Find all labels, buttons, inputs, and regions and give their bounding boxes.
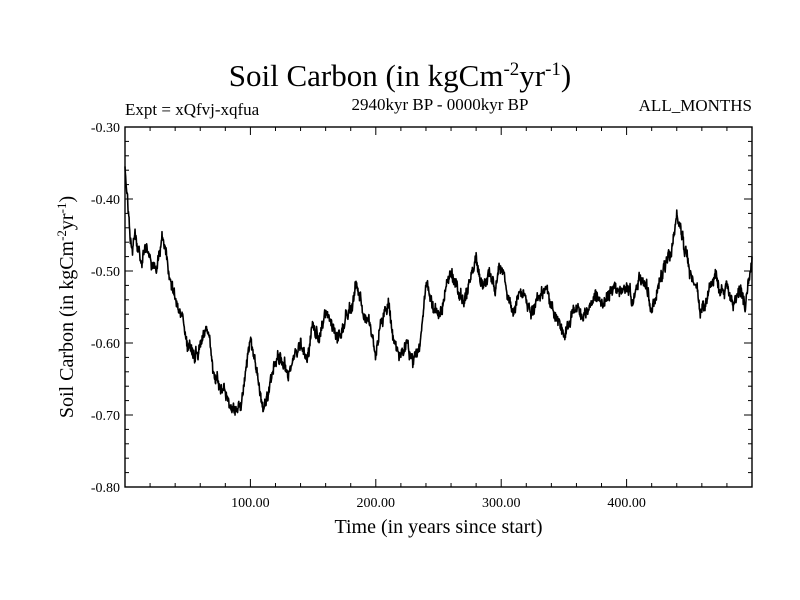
chart-title: Soil Carbon (in kgCm-2yr-1) xyxy=(0,58,800,94)
y-axis-label-mid: yr xyxy=(56,213,78,230)
x-tick-label: 100.00 xyxy=(231,496,270,511)
svg-text:Soil Carbon (in kgCm-2yr-1): Soil Carbon (in kgCm-2yr-1) xyxy=(54,196,78,418)
x-tick-label: 300.00 xyxy=(482,496,521,511)
x-tick-label: 200.00 xyxy=(357,496,396,511)
plot-frame xyxy=(124,126,753,488)
chart-title-sup2: -1 xyxy=(545,59,561,80)
y-tick-label: -0.50 xyxy=(91,265,120,280)
tick-layer: -0.80 -0.70 -0.60 -0.50 -0.40 -0.30 100.00 200.… xyxy=(91,121,752,511)
chart-title-main: Soil Carbon (in kgCm xyxy=(228,58,504,93)
series-layer xyxy=(124,166,753,416)
time-range-label: 2940kyr BP - 0000kyr BP xyxy=(351,95,529,114)
chart-title-end: ) xyxy=(560,58,572,93)
y-axis-label-sup1: -2 xyxy=(54,230,69,241)
y-tick-label: -0.80 xyxy=(91,481,120,496)
experiment-label: Expt = xQfvj-xqfua xyxy=(125,100,260,119)
chart-title-sup1: -2 xyxy=(503,59,520,80)
y-axis-label-sup2: -1 xyxy=(54,203,69,214)
x-axis-label: Time (in years since start) xyxy=(334,516,543,538)
y-axis-label: Soil Carbon (in kgCm-2yr-1) xyxy=(54,196,78,418)
chart-title-mid: yr xyxy=(519,58,546,93)
y-tick-label: -0.40 xyxy=(91,193,120,208)
y-tick-label: -0.30 xyxy=(91,121,120,136)
y-tick-label: -0.70 xyxy=(91,409,120,424)
y-tick-label: -0.60 xyxy=(91,337,120,352)
months-label: ALL_MONTHS xyxy=(638,96,752,115)
x-tick-label: 400.00 xyxy=(607,496,646,511)
y-axis-label-end: ) xyxy=(56,196,78,203)
y-axis-label-main: Soil Carbon (in kgCm xyxy=(56,240,78,418)
series-line-soil-carbon xyxy=(124,166,753,416)
